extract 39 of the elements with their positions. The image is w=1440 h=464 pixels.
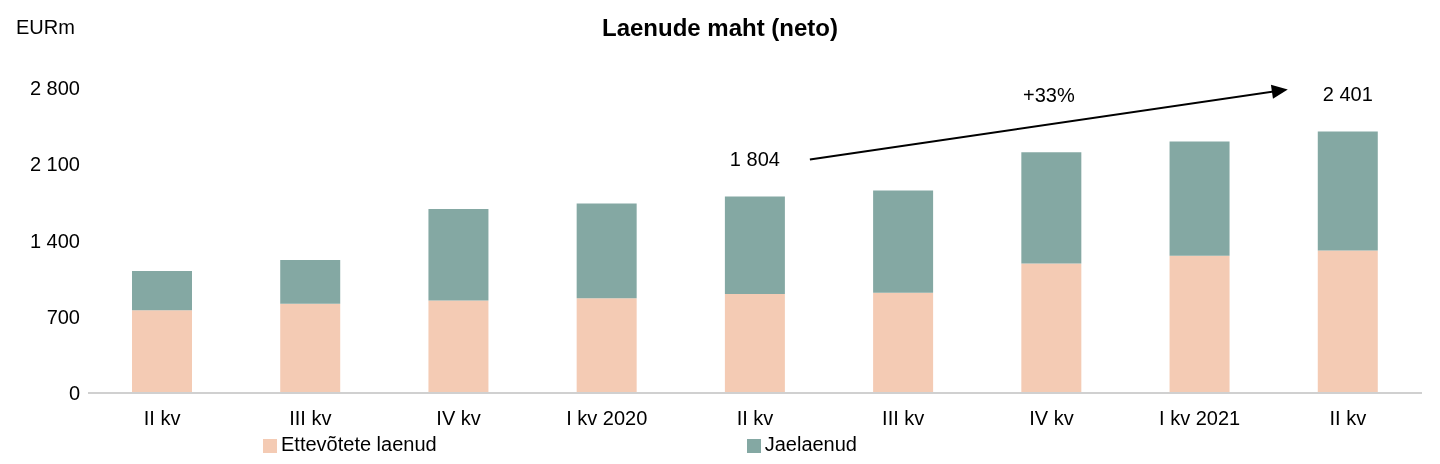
x-tick-label: II kv — [1329, 407, 1367, 430]
x-tick-label: I kv 2020 — [566, 407, 648, 430]
bar — [873, 292, 934, 393]
bar — [428, 300, 489, 393]
total-label: 2 401 — [1322, 83, 1373, 106]
y-tick-label: 2 800 — [29, 77, 80, 100]
total-label: 1 804 — [729, 148, 780, 171]
bar — [576, 298, 637, 393]
x-tick-label: IV kv — [436, 407, 481, 430]
chart-title: Laenude maht (neto) — [601, 14, 838, 41]
x-tick-label: III kv — [289, 407, 332, 430]
y-axis-title: EURm — [16, 16, 75, 39]
bar — [1317, 250, 1378, 393]
annotation: +33% — [1022, 84, 1075, 107]
x-tick-label: II kv — [143, 407, 181, 430]
bar — [132, 271, 192, 311]
y-tick-label: 700 — [46, 305, 80, 328]
bar — [1169, 141, 1230, 256]
bar — [873, 190, 934, 293]
bar — [1021, 152, 1082, 264]
legend-label: Jaelaenud — [764, 433, 857, 455]
bar — [1021, 263, 1082, 393]
bar — [280, 303, 341, 393]
bar — [1317, 131, 1378, 251]
x-tick-label: IV kv — [1029, 407, 1074, 430]
x-tick-label: I kv 2021 — [1159, 407, 1241, 430]
bar — [576, 203, 637, 299]
bar — [428, 208, 489, 301]
bar — [724, 294, 785, 393]
x-tick-label: II kv — [736, 407, 774, 430]
bar — [1169, 255, 1230, 393]
legend-label: Ettevõtete laenud — [281, 433, 437, 455]
y-tick-label: 1 400 — [29, 229, 80, 252]
x-tick-label: III kv — [882, 407, 925, 430]
y-tick-label: 2 100 — [29, 153, 80, 176]
bar — [132, 310, 192, 393]
bar — [724, 196, 785, 295]
bar — [280, 260, 341, 304]
y-tick-label: 0 — [68, 382, 80, 405]
